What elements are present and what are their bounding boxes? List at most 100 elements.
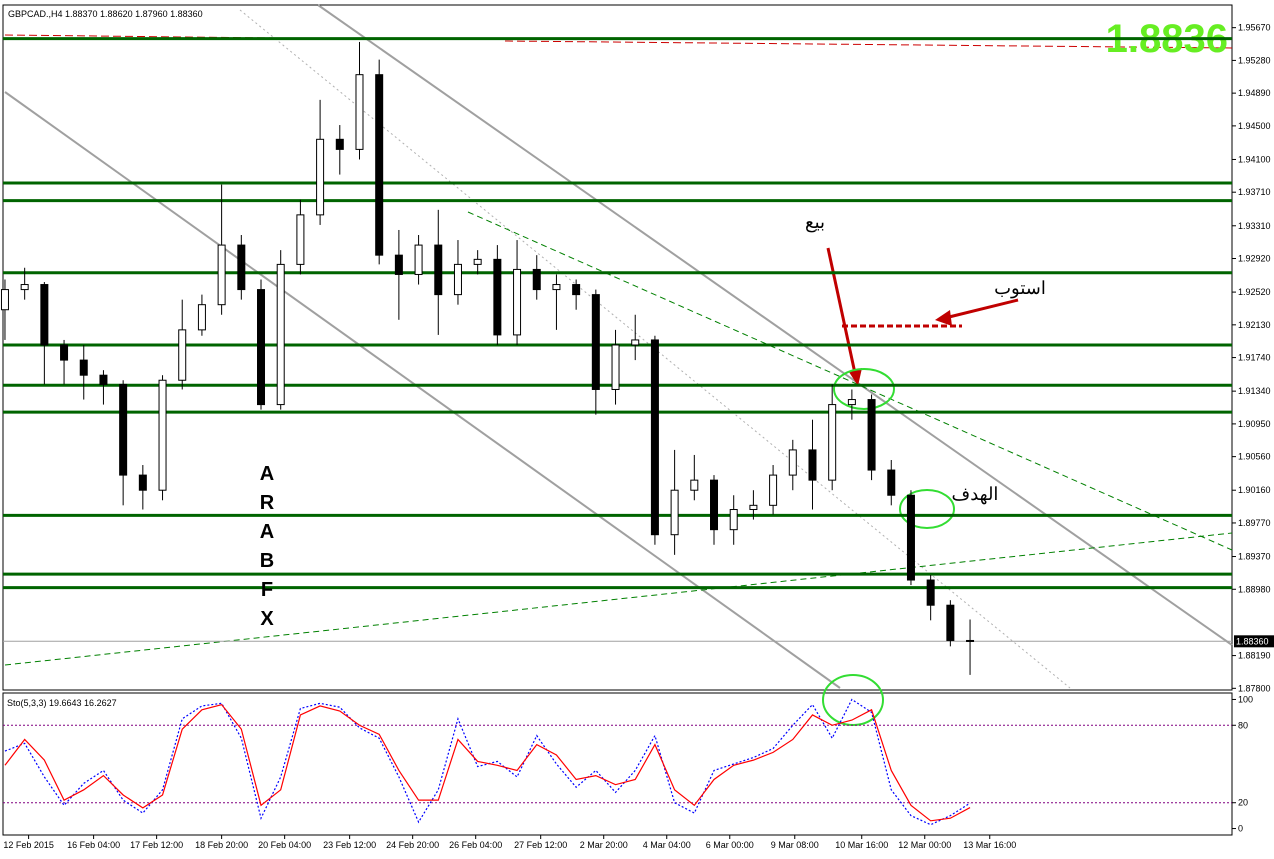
candle-body <box>552 284 561 291</box>
y-tick-label: 80 <box>1238 720 1248 730</box>
candle-body <box>808 449 817 481</box>
y-tick-label: 1.94500 <box>1238 121 1271 131</box>
trend-line <box>4 532 1233 666</box>
y-tick-label: 20 <box>1238 798 1248 808</box>
x-tick-label: 4 Mar 04:00 <box>643 840 691 850</box>
candle-body <box>119 383 128 476</box>
watermark-letter: A <box>260 463 274 485</box>
candle-body <box>453 263 462 296</box>
chart-title: GBPCAD.,H4 1.88370 1.88620 1.87960 1.883… <box>8 9 203 19</box>
stoch-line <box>4 698 971 826</box>
candle-body <box>60 344 69 361</box>
candle-body <box>375 74 384 256</box>
highlight-circle <box>833 368 895 410</box>
candle-body <box>237 244 246 291</box>
candle-body <box>178 329 187 381</box>
last-price-label: 1.88360 <box>1236 636 1269 646</box>
stop-arrow <box>944 298 1019 320</box>
y-tick-label: 1.90950 <box>1238 419 1271 429</box>
highlight-circle <box>899 489 955 529</box>
candle-body <box>40 284 49 346</box>
candle-body <box>591 294 600 390</box>
watermark-letter: A <box>260 521 274 543</box>
watermark-letter: B <box>260 550 274 572</box>
x-tick-label: 17 Feb 12:00 <box>130 840 183 850</box>
candle-body <box>710 479 719 531</box>
candle-body <box>513 268 522 336</box>
candle-body <box>847 399 856 406</box>
candle-body <box>257 289 266 406</box>
candle-body <box>906 494 915 581</box>
candle-body <box>946 604 955 641</box>
candle-body <box>79 359 88 376</box>
candle-body <box>532 268 541 291</box>
sell-label: بيع <box>805 212 825 233</box>
candle-body <box>158 379 167 491</box>
x-tick-label: 13 Mar 16:00 <box>963 840 1016 850</box>
y-tick-label: 1.89370 <box>1238 552 1271 562</box>
candle-body <box>20 284 29 291</box>
x-tick-label: 12 Feb 2015 <box>3 840 54 850</box>
candle-body <box>828 404 837 481</box>
candle-body <box>0 289 9 311</box>
watermark-letter: F <box>261 579 273 601</box>
candle-body <box>729 509 738 531</box>
red-line <box>504 40 1233 49</box>
drawings <box>4 4 1233 726</box>
candle-body <box>394 254 403 275</box>
y-tick-label: 1.89770 <box>1238 518 1271 528</box>
main-panel <box>2 4 1233 691</box>
candle-body <box>887 469 896 496</box>
x-tick-label: 27 Feb 12:00 <box>514 840 567 850</box>
candle-body <box>434 244 443 296</box>
candle-body <box>867 399 876 471</box>
x-tick-label: 24 Feb 20:00 <box>386 840 439 850</box>
y-tick-label: 0 <box>1238 824 1243 834</box>
y-tick-label: 1.93310 <box>1238 221 1271 231</box>
y-tick-label: 1.92520 <box>1238 287 1271 297</box>
y-tick-label: 1.95670 <box>1238 23 1271 33</box>
y-tick-label: 1.94890 <box>1238 88 1271 98</box>
x-tick-label: 9 Mar 08:00 <box>771 840 819 850</box>
y-tick-label: 1.94100 <box>1238 154 1271 164</box>
candle-body <box>631 339 640 346</box>
candle-body <box>217 244 226 306</box>
candle-body <box>473 258 482 265</box>
y-tick-label: 1.90160 <box>1238 485 1271 495</box>
candle-body <box>749 504 758 511</box>
candle-body <box>769 474 778 506</box>
candle-body <box>138 474 147 491</box>
y-tick-label: 1.92130 <box>1238 320 1271 330</box>
y-tick-label: 1.91740 <box>1238 353 1271 363</box>
y-tick-label: 1.91340 <box>1238 386 1271 396</box>
last-price-box <box>1234 635 1274 648</box>
channel-line <box>317 4 1233 646</box>
x-tick-label: 2 Mar 20:00 <box>580 840 628 850</box>
y-tick-label: 1.88190 <box>1238 651 1271 661</box>
y-tick-label: 1.93710 <box>1238 187 1271 197</box>
candle-body <box>572 284 581 296</box>
watermark-letter: R <box>260 492 275 514</box>
red-line <box>4 34 276 39</box>
candle-body <box>335 138 344 150</box>
y-tick-label: 1.90560 <box>1238 452 1271 462</box>
target-label: الهدف <box>952 484 999 505</box>
candle-body <box>788 449 797 476</box>
x-tick-label: 26 Feb 04:00 <box>449 840 502 850</box>
x-tick-label: 16 Feb 04:00 <box>67 840 120 850</box>
x-tick-label: 18 Feb 20:00 <box>195 840 248 850</box>
stop-label: استوب <box>994 278 1046 299</box>
watermark-letter: X <box>260 608 274 630</box>
x-tick-label: 10 Mar 16:00 <box>835 840 888 850</box>
stop-arrow-head <box>935 310 952 326</box>
x-tick-label: 12 Mar 00:00 <box>898 840 951 850</box>
sell-arrow <box>826 247 858 379</box>
x-tick-label: 20 Feb 04:00 <box>258 840 311 850</box>
candle-body <box>197 304 206 331</box>
candle-body <box>296 214 305 265</box>
candle-body <box>670 489 679 536</box>
y-tick-label: 1.92920 <box>1238 254 1271 264</box>
candle-body <box>316 138 325 216</box>
